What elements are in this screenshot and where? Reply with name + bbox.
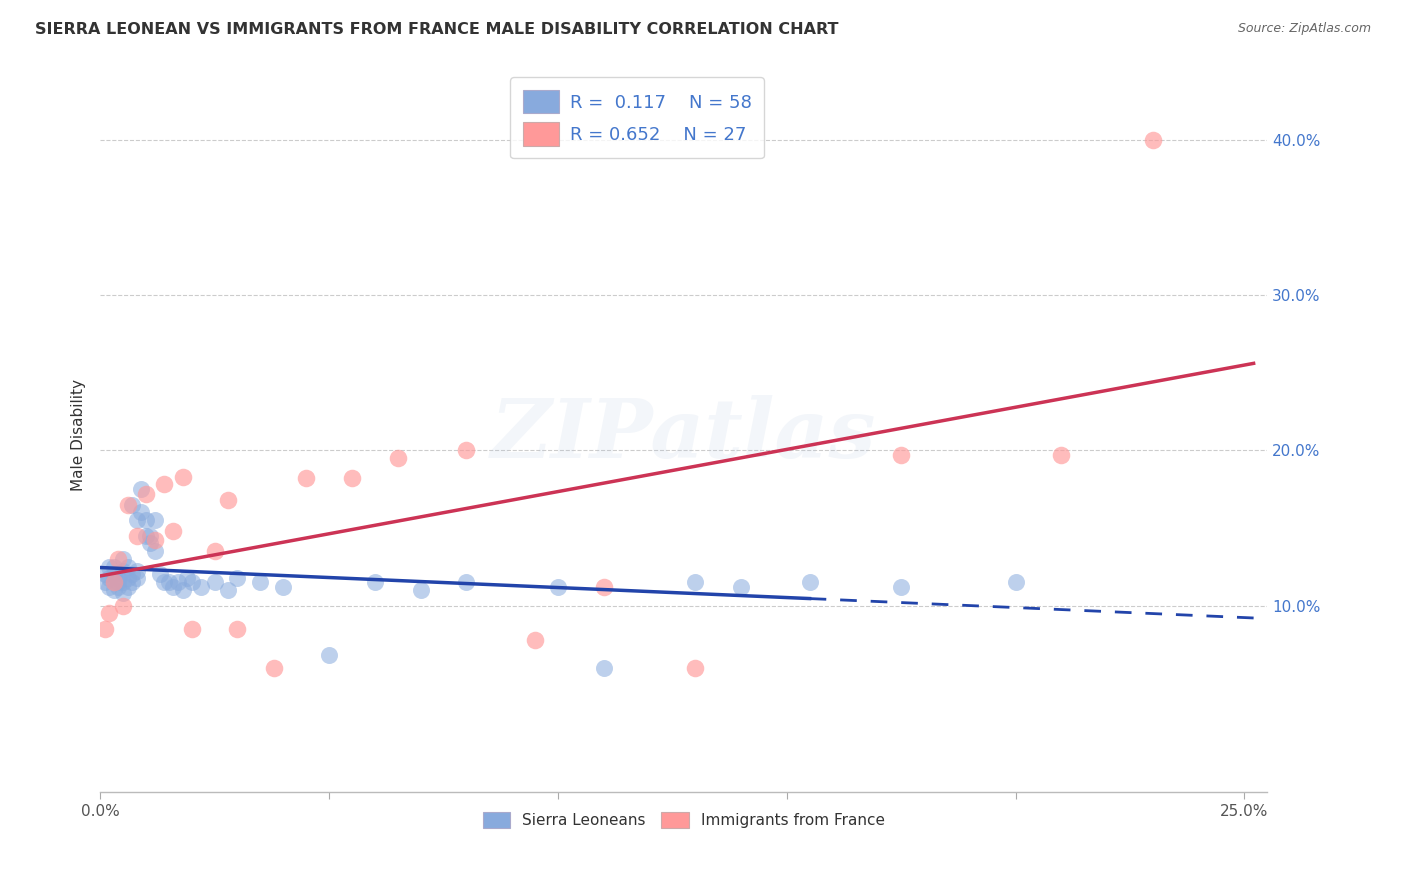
Point bbox=[121, 498, 143, 512]
Point bbox=[107, 575, 129, 590]
Point bbox=[125, 571, 148, 585]
Point bbox=[162, 524, 184, 538]
Point bbox=[143, 513, 166, 527]
Point bbox=[121, 567, 143, 582]
Point bbox=[176, 571, 198, 585]
Point bbox=[117, 559, 139, 574]
Point bbox=[226, 571, 249, 585]
Point bbox=[98, 607, 121, 621]
Point bbox=[683, 575, 706, 590]
Point bbox=[523, 632, 546, 647]
Point bbox=[135, 487, 157, 501]
Point bbox=[121, 575, 143, 590]
Point bbox=[172, 469, 194, 483]
Point bbox=[226, 622, 249, 636]
Point bbox=[98, 571, 121, 585]
Point bbox=[153, 477, 176, 491]
Point bbox=[98, 559, 121, 574]
Point bbox=[125, 513, 148, 527]
Point bbox=[103, 575, 125, 590]
Point bbox=[103, 567, 125, 582]
Legend: Sierra Leoneans, Immigrants from France: Sierra Leoneans, Immigrants from France bbox=[477, 805, 891, 834]
Point bbox=[111, 565, 134, 579]
Point bbox=[592, 580, 614, 594]
Point bbox=[111, 586, 134, 600]
Point bbox=[180, 622, 202, 636]
Point bbox=[143, 544, 166, 558]
Point bbox=[271, 580, 294, 594]
Point bbox=[1142, 132, 1164, 146]
Point bbox=[249, 575, 271, 590]
Point bbox=[153, 575, 176, 590]
Point bbox=[217, 492, 239, 507]
Point bbox=[135, 513, 157, 527]
Point bbox=[139, 529, 162, 543]
Text: SIERRA LEONEAN VS IMMIGRANTS FROM FRANCE MALE DISABILITY CORRELATION CHART: SIERRA LEONEAN VS IMMIGRANTS FROM FRANCE… bbox=[35, 22, 838, 37]
Point bbox=[107, 580, 129, 594]
Point bbox=[890, 580, 912, 594]
Point bbox=[103, 575, 125, 590]
Point bbox=[125, 565, 148, 579]
Point bbox=[683, 661, 706, 675]
Point bbox=[111, 552, 134, 566]
Point bbox=[190, 580, 212, 594]
Point bbox=[162, 580, 184, 594]
Point bbox=[93, 575, 115, 590]
Point bbox=[135, 529, 157, 543]
Point bbox=[295, 471, 318, 485]
Y-axis label: Male Disability: Male Disability bbox=[72, 379, 86, 491]
Point bbox=[157, 575, 180, 590]
Point bbox=[1004, 575, 1026, 590]
Point bbox=[117, 580, 139, 594]
Point bbox=[730, 580, 752, 594]
Point bbox=[318, 648, 340, 663]
Point bbox=[180, 575, 202, 590]
Point bbox=[117, 571, 139, 585]
Point bbox=[456, 443, 478, 458]
Point bbox=[98, 580, 121, 594]
Text: ZIPatlas: ZIPatlas bbox=[491, 394, 876, 475]
Point bbox=[103, 559, 125, 574]
Point bbox=[131, 482, 153, 496]
Point bbox=[172, 582, 194, 597]
Point bbox=[1050, 448, 1073, 462]
Point bbox=[217, 582, 239, 597]
Point bbox=[103, 582, 125, 597]
Point bbox=[117, 498, 139, 512]
Point bbox=[131, 505, 153, 519]
Point bbox=[204, 544, 226, 558]
Point bbox=[890, 448, 912, 462]
Point bbox=[93, 567, 115, 582]
Point bbox=[139, 536, 162, 550]
Point bbox=[125, 529, 148, 543]
Point bbox=[387, 450, 409, 465]
Point bbox=[592, 661, 614, 675]
Point bbox=[111, 599, 134, 613]
Point bbox=[107, 571, 129, 585]
Point bbox=[149, 567, 172, 582]
Point bbox=[456, 575, 478, 590]
Point bbox=[111, 575, 134, 590]
Point bbox=[167, 575, 190, 590]
Point bbox=[364, 575, 387, 590]
Point bbox=[547, 580, 569, 594]
Point bbox=[93, 622, 115, 636]
Point bbox=[799, 575, 821, 590]
Point bbox=[409, 582, 432, 597]
Point bbox=[107, 552, 129, 566]
Point bbox=[340, 471, 363, 485]
Point bbox=[143, 533, 166, 548]
Point bbox=[204, 575, 226, 590]
Text: Source: ZipAtlas.com: Source: ZipAtlas.com bbox=[1237, 22, 1371, 36]
Point bbox=[263, 661, 285, 675]
